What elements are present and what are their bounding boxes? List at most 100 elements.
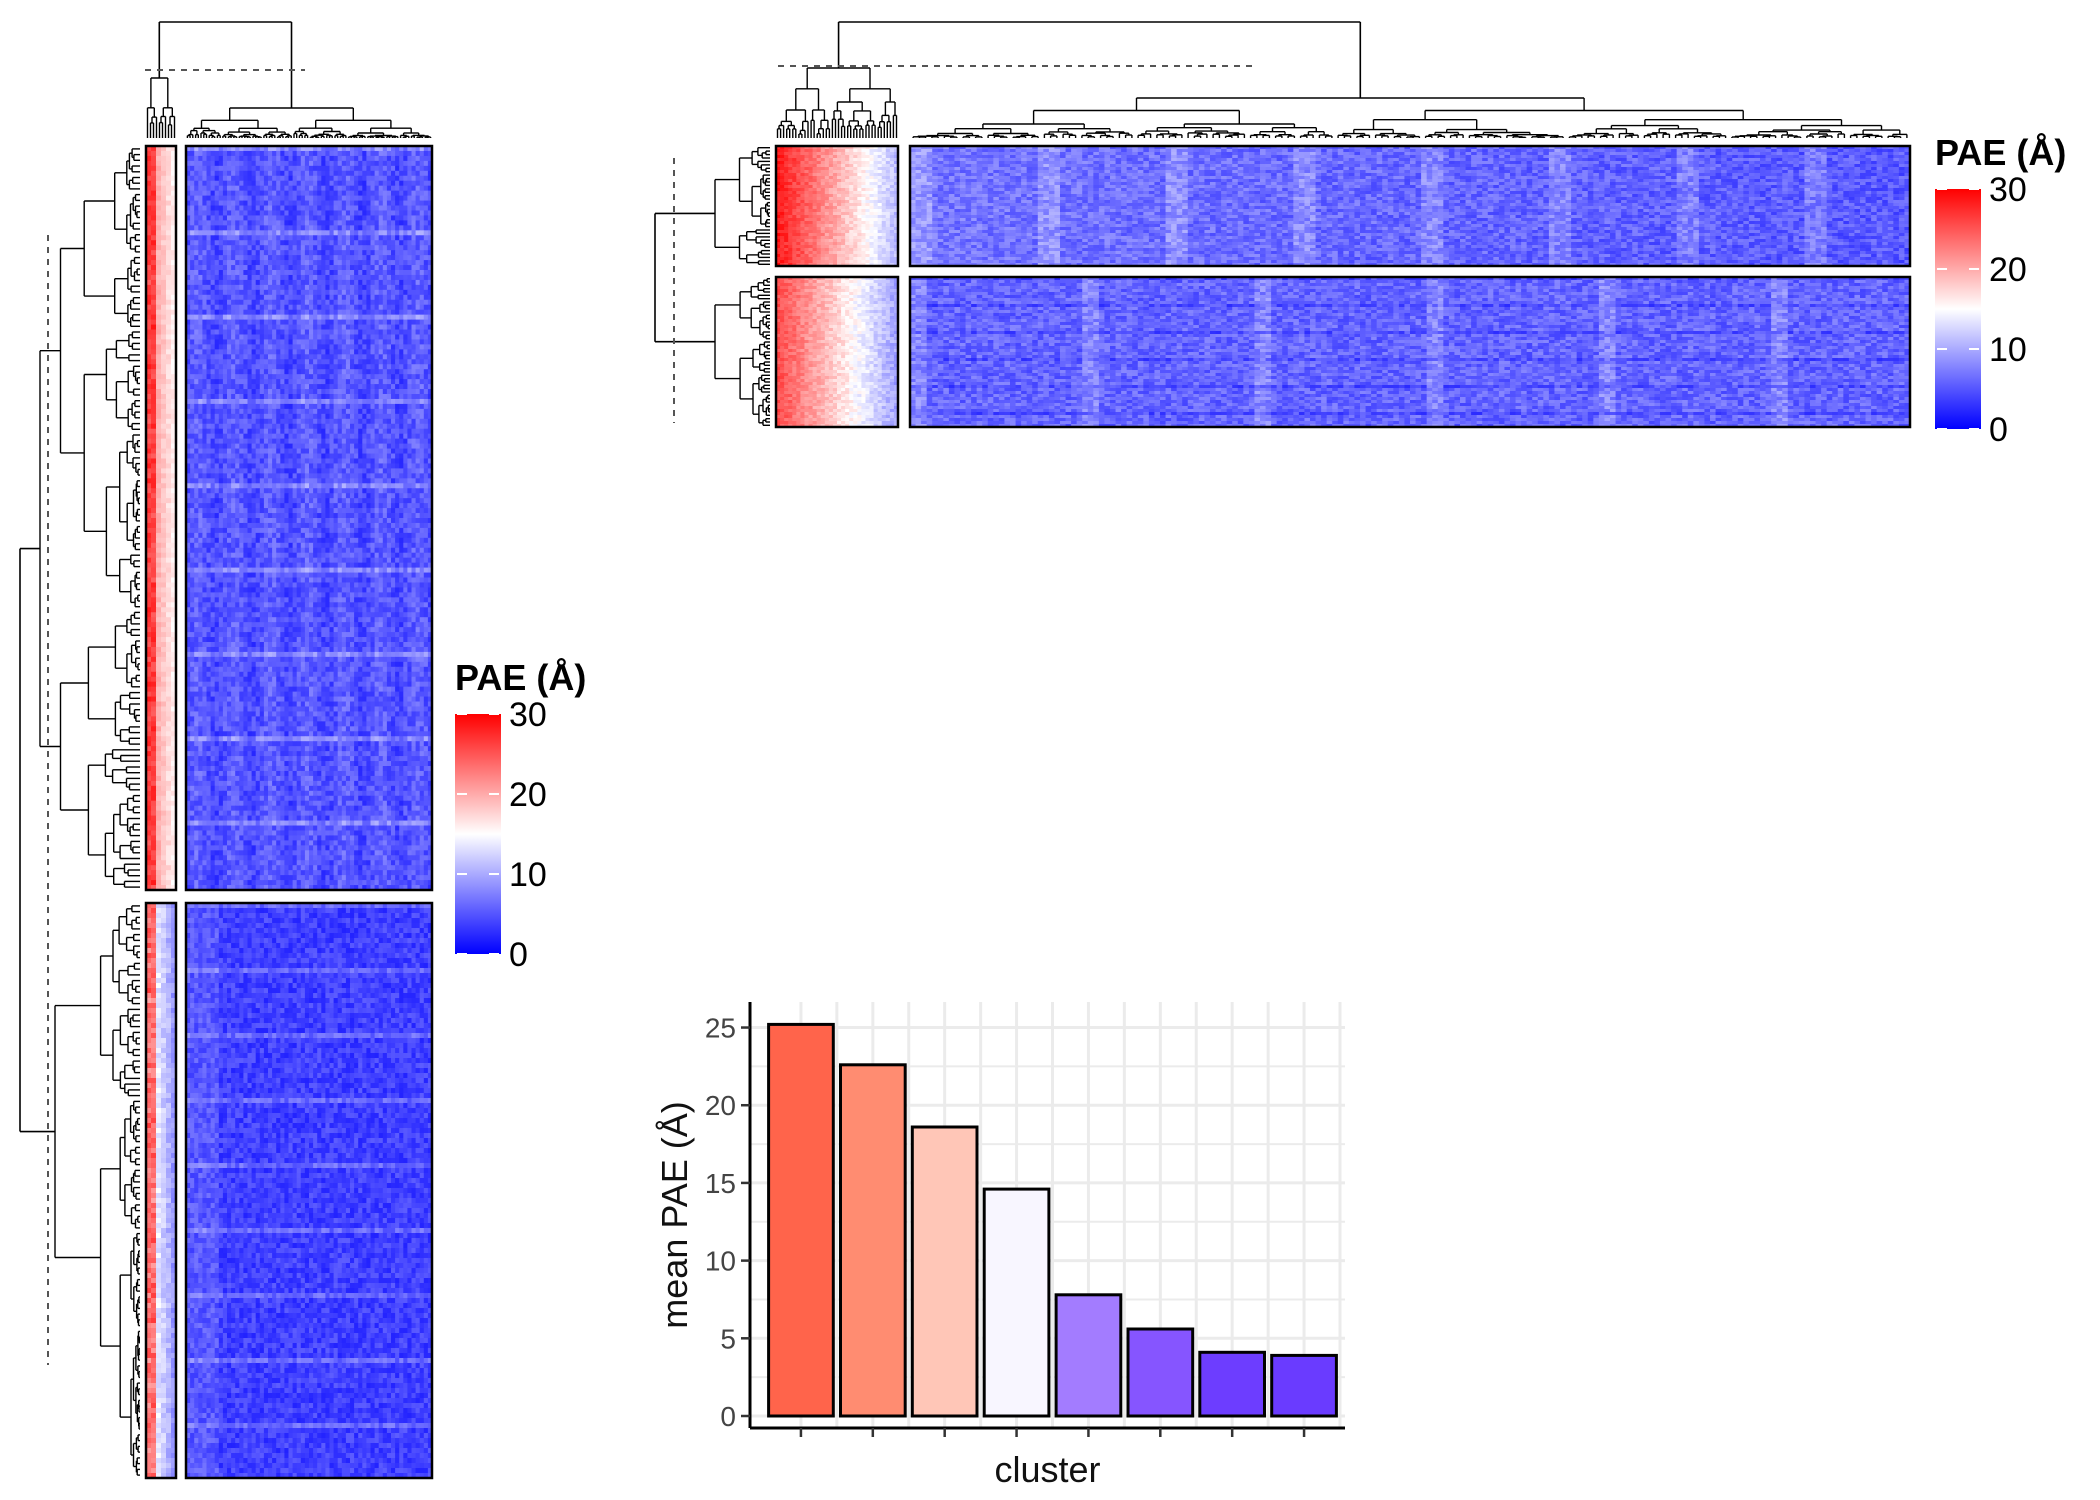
- heatmap-cell: [304, 240, 310, 246]
- heatmap-cell: [395, 329, 400, 335]
- heatmap-cell: [202, 379, 207, 385]
- heatmap-cell: [151, 200, 157, 206]
- heatmap-cell: [411, 418, 416, 425]
- heatmap-cell: [341, 150, 347, 157]
- heatmap-cell: [146, 885, 152, 891]
- heatmap-cell: [427, 369, 433, 375]
- heatmap-cell: [146, 195, 152, 201]
- heatmap-cell: [366, 334, 371, 340]
- heatmap-cell: [300, 339, 306, 345]
- heatmap-cell: [391, 160, 396, 167]
- heatmap-cell: [166, 458, 172, 464]
- heatmap-cell: [304, 403, 310, 410]
- heatmap-cell: [423, 398, 429, 405]
- heatmap-cell: [243, 384, 248, 390]
- heatmap-cell: [288, 170, 293, 177]
- heatmap-cell: [317, 205, 322, 211]
- heatmap-cell: [166, 165, 172, 172]
- heatmap-cell: [386, 478, 392, 484]
- heatmap-cell: [337, 180, 343, 187]
- heatmap-cell: [161, 488, 167, 494]
- heatmap-cell: [194, 473, 199, 479]
- heatmap-cell: [171, 810, 177, 816]
- heatmap-cell: [366, 289, 371, 296]
- heatmap-cell: [304, 448, 310, 454]
- heatmap-cell: [317, 364, 322, 370]
- heatmap-cell: [337, 304, 343, 311]
- heatmap-cell: [284, 443, 289, 449]
- heatmap-cell: [304, 334, 310, 340]
- heatmap-cell: [171, 344, 177, 350]
- heatmap-cell: [171, 865, 177, 871]
- heatmap-cell: [146, 547, 152, 554]
- heatmap-cell: [146, 870, 152, 876]
- heatmap-cell: [284, 180, 289, 187]
- heatmap-cell: [156, 146, 162, 152]
- heatmap-cell: [206, 215, 211, 221]
- heatmap-cell: [146, 518, 152, 524]
- heatmap-cell: [247, 175, 252, 182]
- heatmap-cell: [156, 448, 162, 454]
- heatmap-cell: [321, 354, 326, 360]
- heatmap-cell: [198, 418, 203, 425]
- heatmap-cell: [370, 314, 375, 320]
- heatmap-cell: [321, 349, 326, 355]
- heatmap-cell: [366, 473, 371, 479]
- heatmap-cell: [292, 150, 298, 157]
- heatmap-cell: [395, 334, 400, 340]
- heatmap-cell: [280, 190, 285, 196]
- heatmap-cell: [382, 289, 388, 296]
- heatmap-cell: [222, 369, 228, 375]
- heatmap-cell: [210, 339, 216, 345]
- heatmap-cell: [235, 468, 240, 474]
- heatmap-cell: [239, 235, 244, 241]
- heatmap-cell: [218, 289, 224, 296]
- heatmap-cell: [419, 324, 425, 330]
- heatmap-cell: [419, 344, 425, 350]
- heatmap-cell: [198, 443, 203, 449]
- heatmap-cell: [214, 185, 220, 192]
- heatmap-cell: [151, 483, 157, 489]
- heatmap-cell: [156, 656, 162, 663]
- heatmap-cell: [151, 736, 157, 742]
- heatmap-cell: [386, 175, 392, 182]
- heatmap-cell: [235, 324, 240, 330]
- heatmap-cell: [313, 150, 318, 157]
- heatmap-cell: [171, 835, 177, 841]
- heatmap-cell: [210, 319, 216, 325]
- heatmap-cell: [156, 349, 162, 355]
- heatmap-cell: [341, 398, 347, 405]
- heatmap-cell: [296, 180, 302, 187]
- heatmap-cell: [300, 354, 306, 360]
- heatmap-cell: [231, 265, 236, 271]
- heatmap-cell: [358, 324, 363, 330]
- heatmap-cell: [399, 359, 404, 365]
- heatmap-cell: [304, 443, 310, 449]
- heatmap-cell: [156, 825, 162, 831]
- heatmap-cell: [259, 458, 265, 464]
- heatmap-cell: [272, 190, 277, 196]
- heatmap-cell: [358, 418, 363, 425]
- heatmap-cell: [206, 473, 211, 479]
- heatmap-cell: [255, 463, 261, 469]
- heatmap-cell: [415, 200, 421, 206]
- heatmap-cell: [151, 364, 157, 370]
- heatmap-cell: [399, 443, 404, 449]
- heatmap-cell: [370, 334, 375, 340]
- heatmap-cell: [341, 324, 347, 330]
- heatmap-cell: [280, 478, 285, 484]
- heatmap-cell: [411, 468, 416, 474]
- heatmap-cell: [374, 165, 380, 172]
- heatmap-cell: [313, 279, 318, 286]
- heatmap-cell: [259, 389, 265, 395]
- heatmap-cell: [325, 180, 330, 187]
- heatmap-cell: [214, 155, 220, 162]
- heatmap-cell: [333, 354, 339, 360]
- heatmap-cell: [186, 478, 191, 484]
- heatmap-cell: [284, 279, 289, 286]
- heatmap-cell: [288, 364, 293, 370]
- heatmap-cell: [403, 314, 408, 320]
- heatmap-cell: [415, 190, 421, 196]
- heatmap-cell: [284, 394, 289, 400]
- heatmap-cell: [218, 349, 224, 355]
